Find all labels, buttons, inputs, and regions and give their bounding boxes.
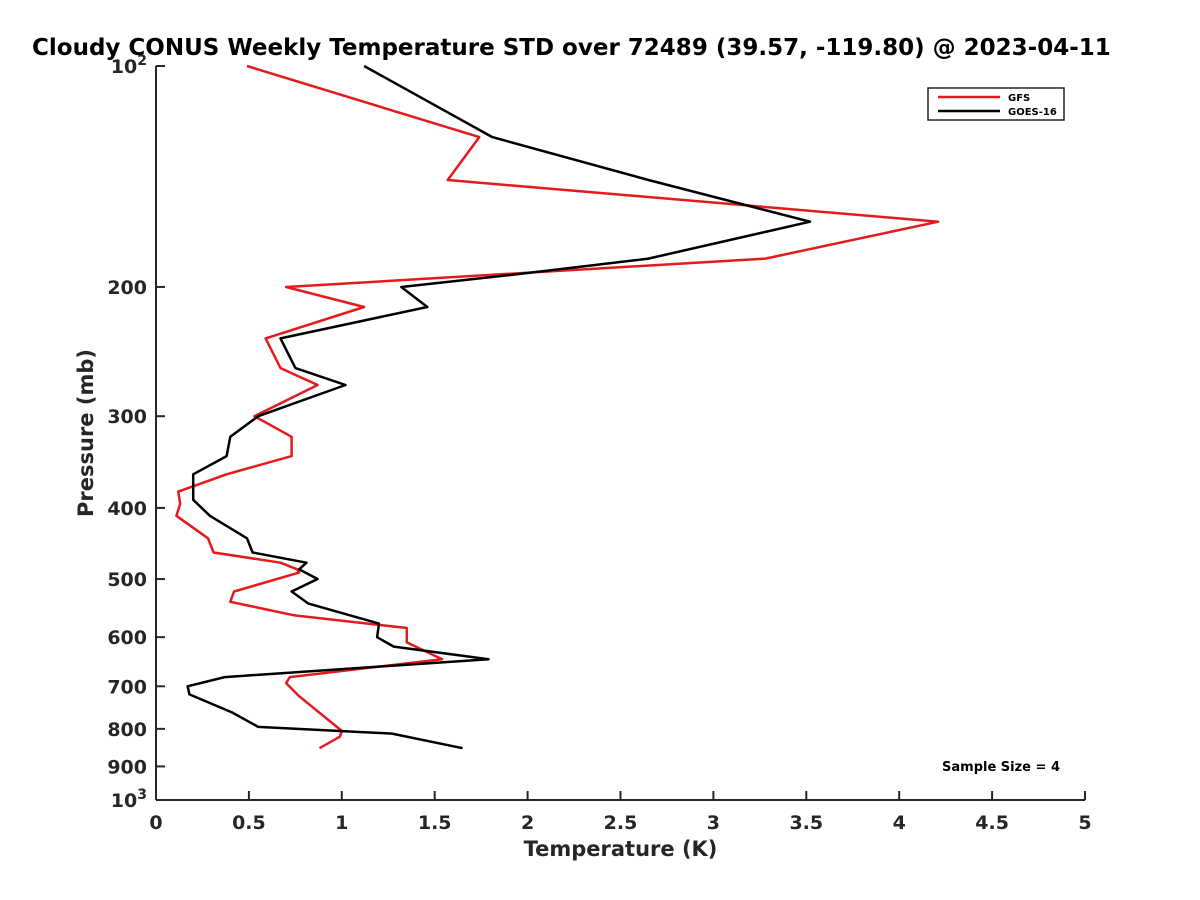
y-tick-label: 103	[111, 787, 147, 812]
legend-entry-label: GFS	[1008, 93, 1030, 104]
x-tick-label: 3	[707, 812, 720, 834]
sample-size-annotation: Sample Size = 4	[942, 760, 1060, 775]
x-tick-label: 0.5	[232, 812, 266, 834]
x-tick-label: 2.5	[604, 812, 638, 834]
plot-area: 0 0.5 1 1.5 2 2.5 3 3.5 4 4.5 5 102 200 300 400 500 600…	[107, 53, 1091, 834]
y-tick-label: 400	[107, 498, 147, 520]
x-tick-label: 0	[149, 812, 162, 834]
x-tick-label: 4.5	[975, 812, 1009, 834]
y-tick-label: 102	[111, 53, 147, 78]
y-tick-label: 700	[107, 676, 147, 698]
y-axis-ticks: 102 200 300 400 500 600 700 800 900 103	[107, 53, 165, 812]
chart-title: Cloudy CONUS Weekly Temperature STD over…	[32, 35, 1111, 61]
legend-box	[927, 87, 1065, 121]
series-layer	[175, 64, 940, 750]
series-line-goes-16	[186, 64, 812, 750]
x-tick-label: 2	[521, 812, 534, 834]
y-axis-label: Pressure (mb)	[74, 349, 98, 517]
y-tick-label: 500	[107, 569, 147, 591]
x-tick-label: 1.5	[418, 812, 452, 834]
x-tick-label: 5	[1078, 812, 1091, 834]
y-tick-label: 900	[107, 756, 147, 778]
plot-box	[156, 66, 1085, 800]
y-tick-label: 600	[107, 627, 147, 649]
y-tick-label: 300	[107, 406, 147, 428]
x-axis-label: Temperature (K)	[524, 837, 718, 861]
legend-entry-label: GOES-16	[1008, 107, 1057, 118]
x-tick-label: 3.5	[789, 812, 823, 834]
x-tick-label: 4	[893, 812, 906, 834]
y-tick-label: 200	[107, 277, 147, 299]
x-axis-ticks: 0 0.5 1 1.5 2 2.5 3 3.5 4 4.5 5	[149, 791, 1092, 834]
legend: GFS GOES-16	[927, 87, 1065, 121]
x-tick-label: 1	[335, 812, 348, 834]
y-tick-label: 800	[107, 719, 147, 741]
